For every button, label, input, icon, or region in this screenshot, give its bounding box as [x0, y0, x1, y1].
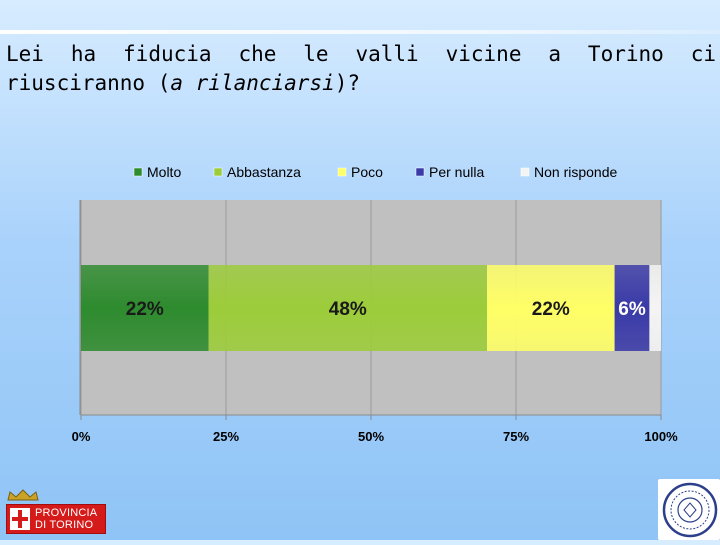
- x-tick-label: 0%: [72, 429, 91, 444]
- title-text-1: Lei ha fiducia che le valli vicine a Tor…: [6, 42, 716, 95]
- title-text-2: )?: [334, 71, 361, 95]
- plot-area: 22% 48% 22% 6%: [79, 200, 662, 415]
- bar-segment-molto: [81, 265, 209, 351]
- data-label: 6%: [618, 299, 646, 320]
- logo-line-2: DI TORINO: [35, 519, 94, 531]
- bar-segment-per-nulla: [614, 265, 650, 351]
- x-tick-label: 25%: [213, 429, 239, 444]
- x-tick-label: 100%: [644, 429, 678, 444]
- legend-swatch: [337, 167, 347, 177]
- x-axis: 0% 25% 50% 75% 100%: [72, 414, 678, 444]
- stacked-bar-chart: Molto Abbastanza Poco Per nulla Non risponde…: [72, 164, 678, 444]
- legend-swatch: [133, 167, 143, 177]
- chart-legend: Molto Abbastanza Poco Per nulla Non risponde: [133, 164, 617, 180]
- bar-segment-non-risponde: [649, 265, 661, 351]
- data-label: 22%: [532, 299, 570, 320]
- legend-swatch: [415, 167, 425, 177]
- title-text-italic: a rilanciarsi: [170, 71, 335, 95]
- bar-segment-abbastanza: [208, 265, 487, 351]
- title-underline: [0, 30, 720, 34]
- legend-label: Per nulla: [429, 164, 484, 180]
- bar-segment-poco: [487, 265, 615, 351]
- legend-label: Molto: [147, 164, 181, 180]
- legend-label: Poco: [351, 164, 383, 180]
- university-seal: [658, 479, 720, 540]
- x-tick-label: 75%: [503, 429, 529, 444]
- data-label: 48%: [329, 299, 367, 320]
- data-label: 22%: [126, 299, 164, 320]
- x-tick-label: 50%: [358, 429, 384, 444]
- seal-emblem-icon: [662, 482, 718, 538]
- legend-swatch: [213, 167, 223, 177]
- crown-icon: [7, 489, 39, 501]
- slide-title: Lei ha fiducia che le valli vicine a Tor…: [6, 40, 716, 98]
- cross-crest-icon: [10, 508, 30, 530]
- legend-label: Non risponde: [534, 164, 617, 180]
- provincia-logo: PROVINCIA DI TORINO: [6, 504, 106, 534]
- logo-line-1: PROVINCIA: [35, 507, 98, 519]
- legend-label: Abbastanza: [227, 164, 301, 180]
- legend-swatch: [520, 167, 530, 177]
